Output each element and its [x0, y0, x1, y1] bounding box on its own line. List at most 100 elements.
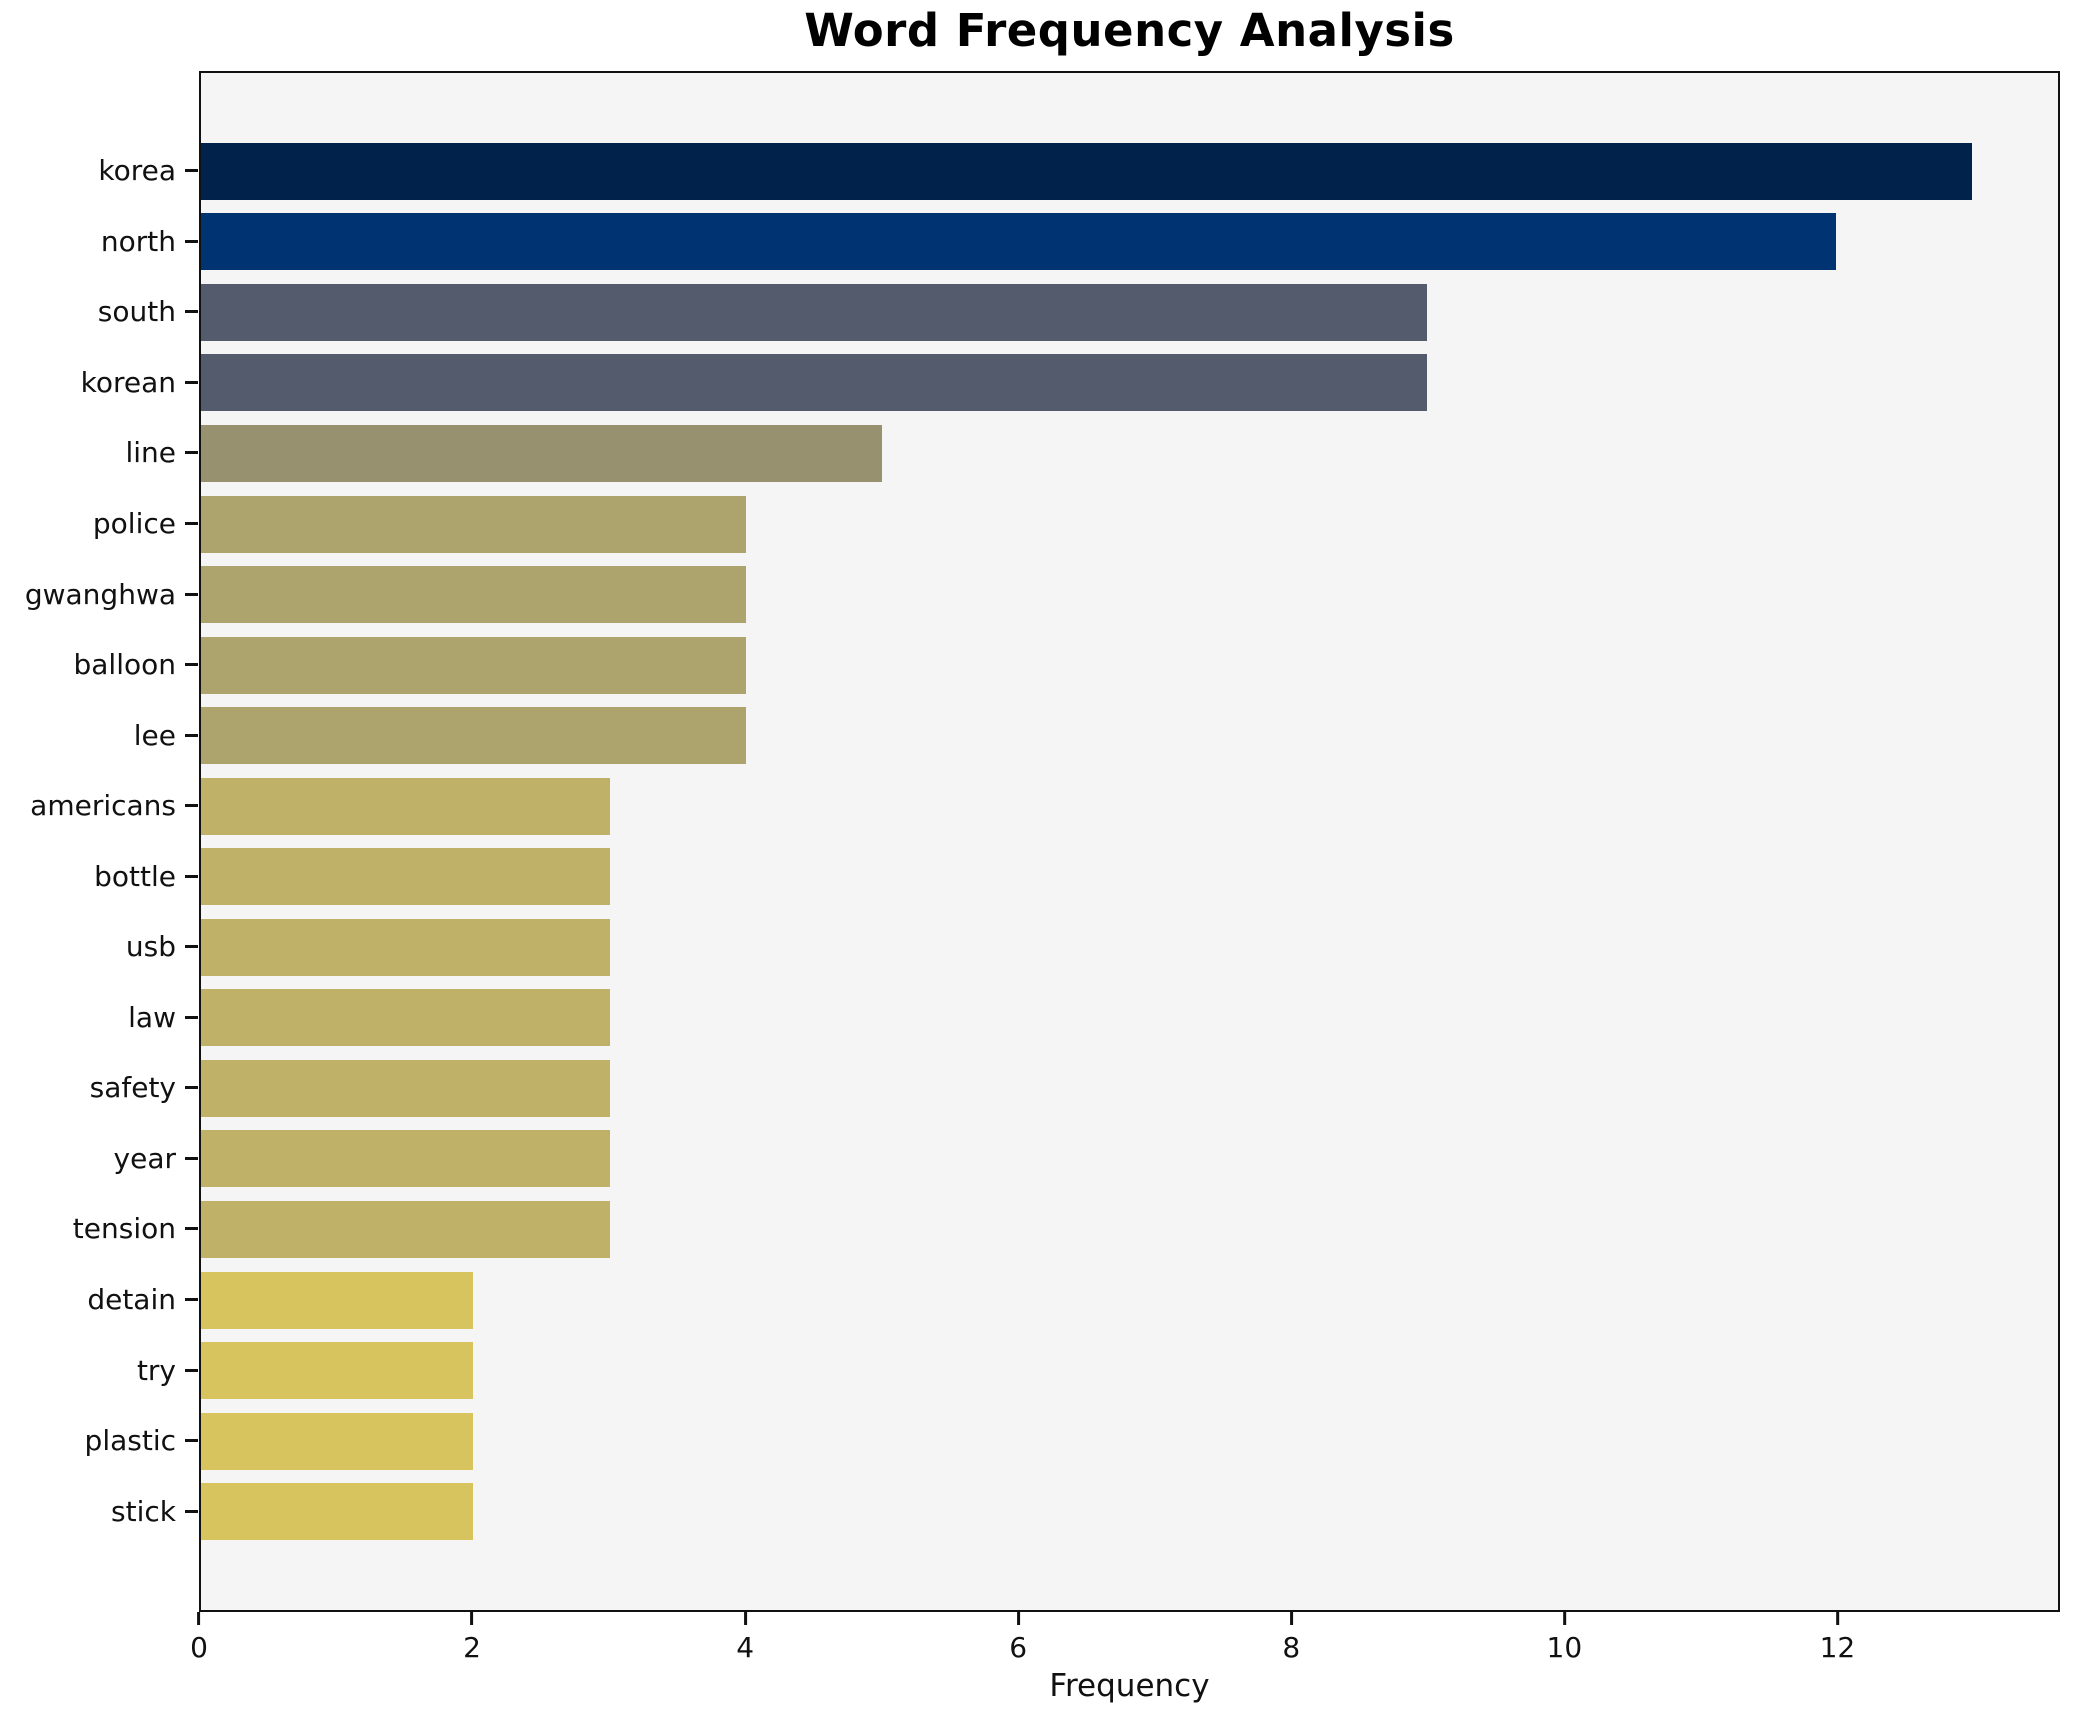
bar-row: americans	[30, 771, 2058, 842]
y-tick-mark	[185, 1298, 198, 1302]
bar	[201, 1059, 610, 1117]
chart-title: Word Frequency Analysis	[804, 4, 1455, 57]
bar-row: bottle	[94, 841, 2058, 912]
bar	[201, 707, 746, 765]
x-tick-label: 8	[1282, 1631, 1301, 1664]
bar-row: lee	[134, 700, 2058, 771]
bar-row: usb	[126, 912, 2058, 983]
x-tick-mark	[743, 1612, 747, 1625]
y-tick-label: police	[92, 506, 176, 540]
y-tick-label: korea	[98, 154, 176, 188]
y-tick-mark	[185, 239, 198, 243]
y-tick-mark	[185, 169, 198, 173]
y-tick-mark	[185, 945, 198, 949]
y-tick-label: korean	[80, 365, 176, 399]
bar	[201, 354, 1428, 412]
x-tick-label: 12	[1819, 1631, 1856, 1664]
bar	[201, 1342, 474, 1400]
bar-row: korean	[81, 348, 2058, 419]
y-tick-label: north	[100, 224, 176, 258]
y-tick-label: usb	[125, 930, 176, 964]
bar	[201, 142, 1973, 200]
y-tick-mark	[185, 1156, 198, 1160]
bar-row: stick	[111, 1476, 2058, 1547]
x-axis: 0 2 4 6 8 10 12	[190, 1612, 2060, 1682]
y-tick-label: year	[113, 1141, 176, 1175]
y-tick-mark	[185, 380, 198, 384]
bar-rows: korea north south korean line police gwanghwa b…	[25, 136, 2058, 1547]
bar	[201, 636, 746, 694]
bar	[201, 283, 1428, 341]
x-axis-title: Frequency	[1049, 1668, 1210, 1704]
bar-row: plastic	[85, 1406, 2058, 1477]
x-tick: 12	[1819, 1612, 1856, 1664]
bar	[201, 424, 883, 482]
x-tick: 4	[736, 1612, 754, 1664]
bar-row: north	[101, 207, 2058, 278]
bar-row: tension	[73, 1194, 2058, 1265]
bar	[201, 848, 610, 906]
bar	[201, 1130, 610, 1188]
bar-row: safety	[90, 1053, 2058, 1124]
x-tick-label: 2	[463, 1631, 481, 1664]
y-tick-label: bottle	[94, 859, 176, 893]
y-tick-label: south	[97, 295, 176, 329]
bar-row: gwanghwa	[25, 559, 2058, 630]
y-tick-mark	[185, 1439, 198, 1443]
x-tick-label: 4	[736, 1631, 755, 1664]
y-tick-label: gwanghwa	[24, 577, 176, 611]
y-tick-label: try	[136, 1353, 176, 1387]
y-tick-mark	[185, 1086, 198, 1090]
bar	[201, 989, 610, 1047]
y-tick-mark	[185, 663, 198, 667]
bar-row: south	[98, 277, 2058, 348]
x-tick-mark	[470, 1612, 474, 1625]
bar	[201, 1412, 474, 1470]
x-tick-label: 6	[1009, 1631, 1028, 1664]
x-tick-label: 0	[190, 1631, 208, 1664]
y-tick-mark	[185, 592, 198, 596]
y-tick-label: line	[125, 436, 176, 470]
bar-row: balloon	[74, 630, 2058, 701]
x-tick: 2	[463, 1612, 481, 1664]
y-tick-label: detain	[87, 1282, 176, 1316]
y-tick-mark	[185, 1227, 198, 1231]
y-tick-label: balloon	[73, 647, 177, 681]
y-tick-label: stick	[111, 1494, 176, 1528]
x-tick-mark	[1562, 1612, 1566, 1625]
x-tick: 0	[190, 1612, 208, 1664]
y-tick-mark	[185, 522, 198, 525]
y-tick-mark	[185, 874, 198, 878]
y-tick-mark	[185, 451, 198, 455]
bar	[201, 918, 610, 976]
bar	[201, 1483, 474, 1541]
bar	[201, 213, 1836, 271]
y-tick-mark	[185, 1015, 198, 1019]
bar-row: try	[137, 1335, 2058, 1406]
y-tick-mark	[185, 1509, 198, 1513]
x-tick-label: 10	[1546, 1631, 1583, 1664]
bar	[201, 566, 746, 624]
bar	[201, 1200, 610, 1258]
bar-row: year	[114, 1124, 2058, 1195]
bar	[201, 1271, 474, 1329]
bar-row: korea	[98, 136, 2058, 207]
x-tick: 6	[1009, 1612, 1027, 1664]
y-tick-mark	[185, 1368, 198, 1372]
y-tick-label: lee	[133, 718, 176, 752]
y-tick-mark	[185, 310, 198, 314]
y-tick-label: tension	[72, 1212, 176, 1246]
y-tick-label: americans	[30, 789, 176, 823]
bar-row: police	[93, 489, 2058, 560]
x-tick-mark	[1835, 1612, 1839, 1625]
y-tick-mark	[185, 804, 198, 808]
bar	[201, 777, 610, 835]
bar	[201, 495, 746, 553]
plot-area: korea north south korean line police gwanghwa b…	[25, 71, 2060, 1612]
y-tick-mark	[185, 733, 198, 737]
x-tick-mark	[197, 1612, 201, 1625]
bar-row: detain	[87, 1265, 2058, 1336]
bar-row: line	[125, 418, 2058, 489]
y-tick-label: law	[128, 1000, 176, 1034]
